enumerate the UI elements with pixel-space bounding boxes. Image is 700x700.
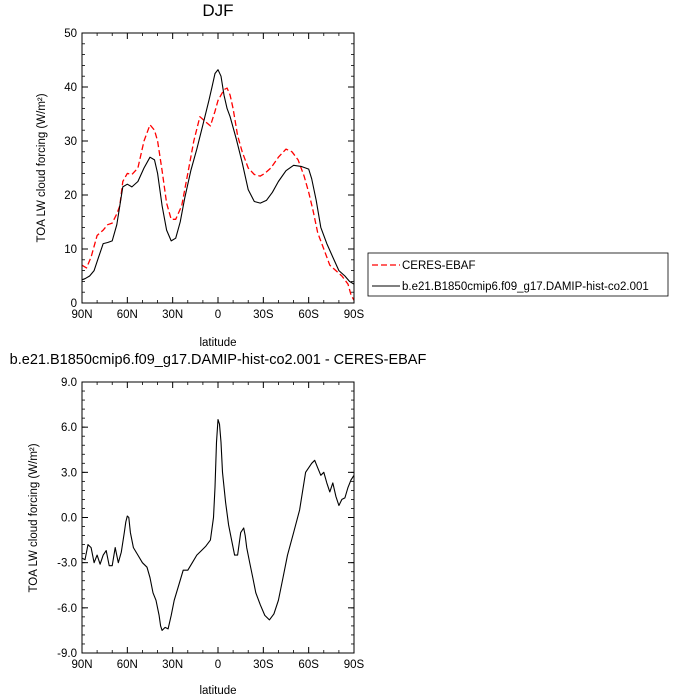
top-ticks: 90N 60N 30N 0 30S 60S 90S 0 10 20 30 40 50 bbox=[64, 28, 364, 321]
x-tick-label: 90S bbox=[344, 659, 365, 671]
y-tick-label: 9.0 bbox=[61, 377, 77, 389]
x-tick-label: 30N bbox=[162, 659, 183, 671]
legend-label-model: b.e21.B1850cmip6.f09_g17.DAMIP-hist-co2.… bbox=[402, 281, 649, 293]
bottom-xlabel: latitude bbox=[199, 685, 236, 697]
x-tick-label: 60N bbox=[117, 309, 138, 321]
bottom-panel: b.e21.B1850cmip6.f09_g17.DAMIP-hist-co2.… bbox=[10, 352, 427, 697]
y-tick-label: 40 bbox=[64, 82, 77, 94]
x-tick-label: 30S bbox=[253, 309, 274, 321]
top-xlabel: latitude bbox=[199, 337, 236, 349]
y-tick-label: 0.0 bbox=[61, 513, 77, 525]
y-tick-label: 0 bbox=[71, 298, 77, 310]
x-tick-label: 90N bbox=[71, 309, 92, 321]
x-tick-label: 60N bbox=[117, 659, 138, 671]
top-plot-frame bbox=[81, 32, 355, 304]
bottom-series-lines bbox=[81, 419, 355, 631]
series-line-ceres bbox=[81, 87, 355, 301]
y-tick-label: 10 bbox=[64, 244, 77, 256]
y-tick-label: -3.0 bbox=[57, 558, 77, 570]
legend: CERES-EBAF b.e21.B1850cmip6.f09_g17.DAMI… bbox=[367, 252, 669, 297]
x-tick-label: 0 bbox=[215, 309, 221, 321]
bottom-plot-frame bbox=[81, 381, 355, 654]
x-tick-label: 0 bbox=[215, 659, 221, 671]
legend-label-ceres: CERES-EBAF bbox=[402, 260, 476, 272]
x-tick-label: 90N bbox=[71, 659, 92, 671]
x-tick-label: 90S bbox=[344, 309, 365, 321]
y-tick-label: 3.0 bbox=[61, 467, 77, 479]
series-line-model bbox=[81, 419, 355, 631]
bottom-title: b.e21.B1850cmip6.f09_g17.DAMIP-hist-co2.… bbox=[10, 352, 427, 368]
y-tick-label: 6.0 bbox=[61, 422, 77, 434]
legend-box bbox=[367, 252, 669, 297]
series-line-model bbox=[81, 69, 355, 285]
top-series-lines bbox=[81, 69, 355, 301]
y-tick-label: 50 bbox=[64, 28, 77, 40]
x-tick-label: 60S bbox=[298, 309, 319, 321]
x-tick-label: 30S bbox=[253, 659, 274, 671]
y-tick-label: 30 bbox=[64, 136, 77, 148]
y-tick-label: -9.0 bbox=[57, 648, 77, 660]
top-ylabel: TOA LW cloud forcing (W/m²) bbox=[36, 93, 48, 242]
x-tick-label: 30N bbox=[162, 309, 183, 321]
top-panel: DJF TOA LW cloud forcing (W/m²) latitude… bbox=[36, 1, 365, 349]
y-tick-label: -6.0 bbox=[57, 603, 77, 615]
x-tick-label: 60S bbox=[298, 659, 319, 671]
bottom-ylabel: TOA LW cloud forcing (W/m²) bbox=[28, 443, 40, 592]
top-title: DJF bbox=[202, 1, 233, 20]
y-tick-label: 20 bbox=[64, 190, 77, 202]
bottom-ticks: 90N 60N 30N 0 30S 60S 90S -9.0 -6.0 -3.0 0.0 3.0 6.0… bbox=[57, 377, 364, 671]
